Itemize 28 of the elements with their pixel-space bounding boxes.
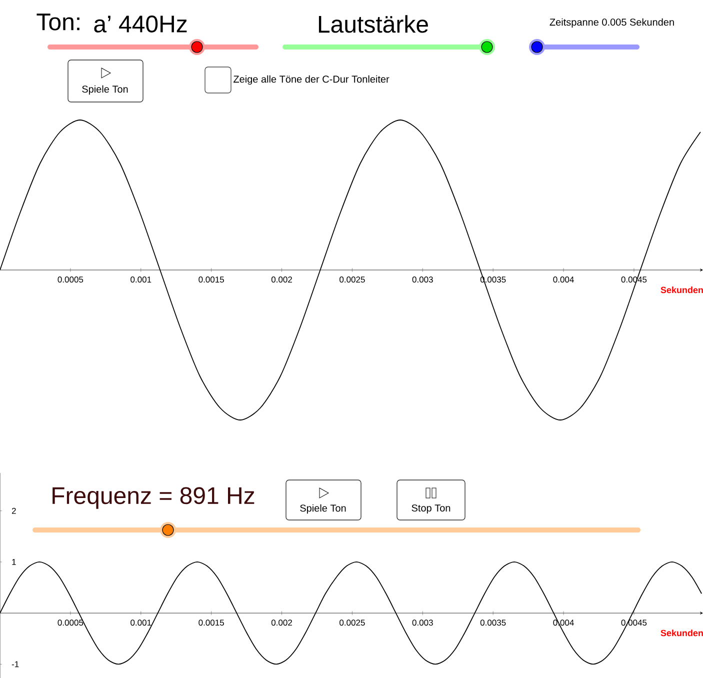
text: Lautstärke: [318, 15, 428, 33]
text: Spiele Ton: [82, 85, 128, 95]
y-tick-label: 1: [12, 559, 16, 565]
annotation: Frequenz = 891 Hz: [52, 487, 254, 509]
annotation: Stop Ton: [412, 504, 450, 514]
x-tick-label: 0.001: [130, 620, 152, 626]
x-tick-label: 0.0015: [198, 276, 224, 283]
x-tick-label: 0.0035: [480, 620, 506, 626]
text: Zeitspanne 0.005 Sekunden: [550, 18, 674, 28]
x-tick-label: 0.0025: [340, 620, 365, 626]
x-tick-label: 0.003: [412, 276, 433, 283]
x-axis-title: Sekunden: [660, 630, 703, 636]
x-tick-label: 0.0005: [58, 620, 84, 626]
x-tick-label: 0.0005: [58, 276, 84, 283]
annotation: Spiele Ton: [300, 504, 346, 514]
x-tick-label: 0.0025: [340, 276, 365, 283]
x-tick-label: 0.002: [271, 620, 292, 626]
text: Zeige alle Töne der C-Dur Tonleiter: [234, 75, 390, 85]
x-tick-label: 0.002: [271, 276, 292, 283]
text: a’ 440Hz: [94, 16, 187, 32]
x-tick-label: 0.0015: [198, 620, 224, 626]
x-tick-label: 0.003: [412, 620, 433, 626]
x-tick-label: 0.004: [553, 276, 574, 283]
x-tick-label: 0.001: [130, 276, 152, 283]
y-tick-label: 2: [12, 508, 16, 514]
y-tick-label: -1: [12, 661, 19, 668]
text: Ton:: [36, 14, 80, 30]
x-axis-title: Sekunden: [660, 286, 703, 294]
